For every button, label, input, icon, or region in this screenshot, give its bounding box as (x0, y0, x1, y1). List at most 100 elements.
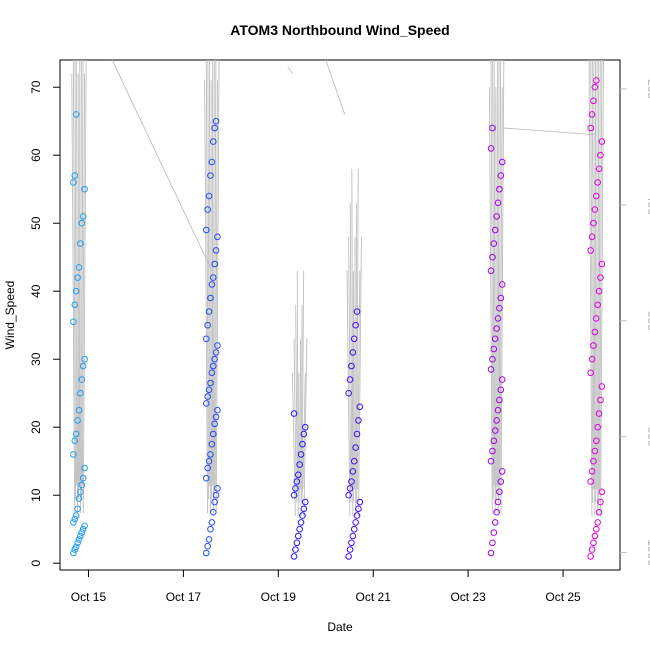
x-tick-label: Oct 21 (356, 590, 392, 604)
data-point (591, 328, 599, 336)
axes-layer: Oct 15 Oct 17 Oct 19 Oct 21 Oct 23 Oct 25 0 10 2… (29, 79, 650, 604)
data-point (205, 536, 213, 543)
data-point (205, 308, 213, 315)
profile-line (488, 87, 493, 514)
data-point (75, 406, 83, 414)
profile-line (493, 59, 496, 514)
data-point (346, 546, 354, 553)
data-point (297, 519, 305, 526)
points-layer (70, 77, 606, 560)
data-point (202, 474, 210, 482)
data-point (487, 145, 495, 152)
profile-line (500, 59, 505, 514)
data-point (202, 226, 210, 234)
data-point (349, 532, 357, 540)
data-point (212, 349, 220, 356)
profile-line (72, 59, 77, 500)
data-point (71, 301, 79, 309)
y-axis-label: Wind_Speed (3, 281, 17, 350)
data-point (299, 440, 306, 448)
data-point (487, 366, 495, 373)
data-point (208, 158, 216, 166)
data-point (212, 117, 220, 125)
data-point (356, 498, 364, 506)
data-point (587, 247, 594, 254)
data-point (598, 488, 606, 496)
data-point (493, 417, 500, 424)
data-point (300, 430, 308, 438)
profile-line (71, 73, 76, 514)
data-point (489, 253, 496, 261)
data-point (79, 362, 87, 370)
data-point (70, 549, 77, 557)
data-point (588, 546, 596, 553)
data-point (75, 495, 83, 502)
data-point (208, 440, 216, 448)
data-point (487, 549, 495, 557)
data-point (494, 199, 502, 207)
profile-line (296, 270, 299, 517)
data-point (77, 240, 84, 247)
data-point (212, 247, 220, 254)
data-point (205, 386, 213, 394)
data-point (75, 264, 83, 271)
data-point (597, 396, 604, 404)
profile-line (346, 270, 351, 517)
data-point (78, 219, 86, 227)
data-point (487, 457, 495, 465)
data-point (489, 539, 496, 547)
data-point (587, 369, 594, 377)
data-point (79, 474, 87, 482)
right-tick-label: 1000 (645, 539, 650, 566)
data-point (70, 318, 77, 326)
data-point (498, 158, 506, 166)
data-point (77, 488, 84, 496)
data-point (79, 213, 87, 220)
data-point (490, 529, 498, 536)
profile-line (497, 59, 500, 514)
data-point (591, 532, 599, 540)
data-point (72, 543, 80, 551)
data-point (349, 349, 357, 356)
data-point (78, 376, 86, 383)
transit-line (111, 59, 213, 271)
data-point (293, 478, 301, 485)
data-point (205, 457, 213, 465)
data-point (591, 447, 599, 455)
data-point (74, 274, 81, 281)
profile-line (303, 338, 308, 517)
data-point (493, 325, 500, 332)
data-point (489, 355, 496, 363)
profile-line (76, 59, 78, 514)
data-point (204, 321, 211, 329)
data-point (588, 111, 596, 118)
data-point (72, 512, 80, 519)
data-point (487, 267, 495, 275)
data-point (595, 287, 603, 295)
profile-line (81, 73, 86, 486)
data-point (290, 491, 298, 499)
data-point (352, 444, 359, 451)
data-point (202, 400, 210, 407)
data-point (595, 508, 603, 516)
data-point (592, 437, 600, 445)
data-point (78, 481, 86, 489)
data-point (211, 498, 218, 506)
data-point (207, 451, 214, 458)
data-point (496, 185, 503, 193)
data-point (590, 539, 597, 547)
data-point (301, 423, 309, 431)
profile-line (80, 59, 84, 500)
data-point (204, 542, 211, 550)
data-point (214, 406, 221, 414)
data-point (208, 281, 216, 288)
y-tick-label: 10 (29, 488, 43, 502)
data-point (490, 345, 498, 353)
data-point (77, 389, 84, 397)
data-point (290, 553, 298, 560)
x-tick-label: Oct 23 (450, 590, 486, 604)
data-point (594, 519, 601, 526)
profile-line (588, 59, 593, 517)
y-tick-label: 50 (29, 216, 43, 230)
data-point (595, 410, 603, 417)
